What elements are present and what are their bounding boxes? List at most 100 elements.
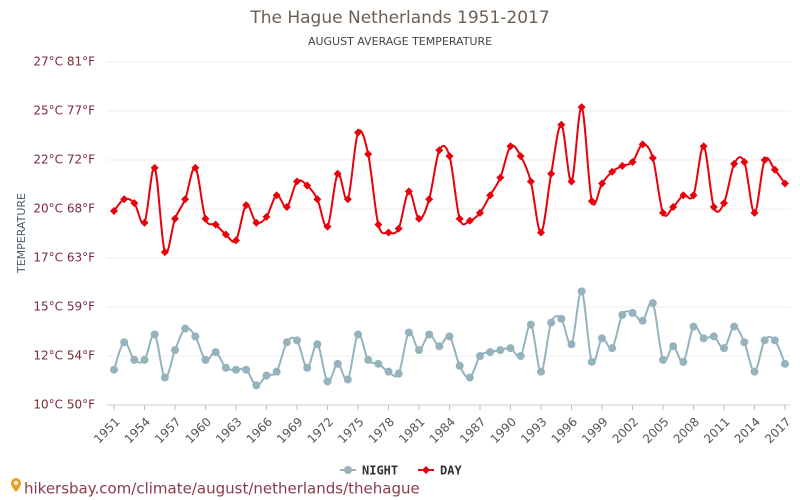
x-tick-label: 1963 <box>213 415 244 446</box>
point <box>211 220 220 229</box>
x-tick-label: 1999 <box>579 415 610 446</box>
legend-label: NIGHT <box>362 464 398 478</box>
x-tick-label: 2017 <box>762 415 793 446</box>
y-tick-label: 12°C 54°F <box>33 349 95 363</box>
point <box>140 218 149 227</box>
point <box>709 332 718 341</box>
x-tick-label: 2008 <box>671 415 702 446</box>
series-day <box>110 103 789 257</box>
point <box>282 203 291 212</box>
y-tick-label: 17°C 63°F <box>33 251 95 265</box>
y-axis-title: TEMPERATURE <box>15 193 28 274</box>
point <box>669 203 678 212</box>
point <box>333 169 342 178</box>
point <box>587 357 596 366</box>
point <box>455 361 464 370</box>
x-tick-label: 1969 <box>274 415 305 446</box>
point <box>445 152 454 161</box>
point <box>526 320 535 329</box>
point <box>303 363 312 372</box>
point <box>130 199 139 208</box>
x-tick-label: 1996 <box>549 415 580 446</box>
footer[interactable]: hikersbay.com/climate/august/netherlands… <box>11 478 420 498</box>
point <box>516 352 525 360</box>
point <box>526 177 535 186</box>
point <box>730 322 739 331</box>
point <box>252 218 261 227</box>
point <box>130 355 139 364</box>
point <box>740 338 749 347</box>
y-tick-label: 22°C 72°F <box>33 153 95 167</box>
point <box>394 369 403 378</box>
point <box>242 365 251 374</box>
point <box>374 220 383 229</box>
point <box>425 330 434 339</box>
point <box>384 228 393 237</box>
legend-marker <box>344 466 352 474</box>
point <box>476 208 484 217</box>
legend: NIGHT DAY <box>340 464 462 478</box>
point <box>313 340 322 349</box>
legend-item[interactable]: NIGHT <box>340 464 398 478</box>
y-tick-label: 27°C 81°F <box>33 55 95 69</box>
point <box>669 342 678 351</box>
point <box>760 156 769 164</box>
point <box>506 344 515 353</box>
x-tick-label: 1957 <box>152 415 183 446</box>
point <box>232 365 240 374</box>
point <box>618 161 627 170</box>
point <box>181 195 190 204</box>
y-tick-label: 10°C 50°F <box>33 398 95 412</box>
point <box>455 214 464 223</box>
point <box>659 355 667 364</box>
point <box>150 163 159 172</box>
point <box>191 332 200 341</box>
point <box>587 197 596 206</box>
point <box>557 120 566 129</box>
legend-label: DAY <box>440 464 462 478</box>
point <box>628 157 637 166</box>
point <box>343 195 352 204</box>
point <box>720 344 728 353</box>
point <box>293 177 301 186</box>
x-tick-label: 1960 <box>183 415 214 446</box>
point <box>201 214 210 223</box>
point <box>638 316 647 325</box>
x-tick-label: 2011 <box>701 415 732 446</box>
point <box>618 310 627 319</box>
x-tick-label: 1951 <box>91 415 122 446</box>
point <box>648 154 657 163</box>
point <box>465 216 474 225</box>
x-tick-label: 1972 <box>305 415 336 446</box>
point <box>679 191 688 200</box>
point <box>628 308 637 317</box>
point <box>557 314 566 323</box>
point <box>120 338 129 347</box>
legend-item[interactable]: DAY <box>418 464 462 478</box>
x-tick-label: 1993 <box>518 415 549 446</box>
point <box>598 334 606 343</box>
point <box>364 355 373 364</box>
point <box>120 195 129 204</box>
point <box>638 140 647 149</box>
point <box>201 355 210 364</box>
point <box>496 346 505 355</box>
point <box>781 179 789 188</box>
point <box>354 330 362 339</box>
x-tick-label: 1975 <box>335 415 366 446</box>
point <box>679 357 688 366</box>
source-link[interactable]: hikersbay.com/climate/august/netherlands… <box>24 480 420 498</box>
chart-subtitle: AUGUST AVERAGE TEMPERATURE <box>308 35 492 48</box>
point <box>293 336 301 345</box>
point <box>598 179 606 188</box>
point <box>364 150 373 159</box>
point <box>659 208 667 217</box>
point <box>181 324 190 333</box>
point <box>404 187 413 196</box>
point <box>567 177 576 186</box>
point <box>750 367 759 376</box>
point <box>445 332 454 341</box>
legend-marker <box>422 466 430 474</box>
x-tick-label: 1981 <box>396 415 427 446</box>
